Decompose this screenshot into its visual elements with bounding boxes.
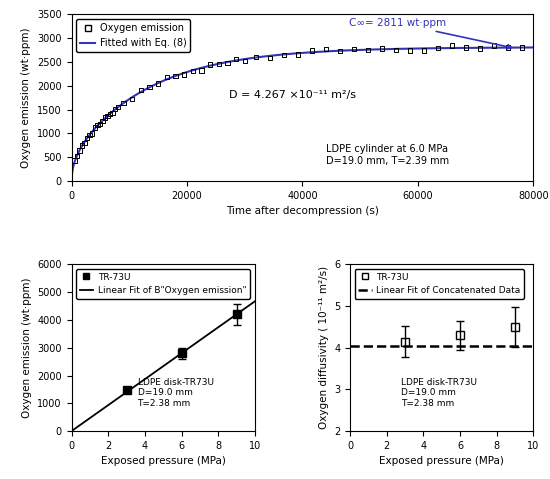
Y-axis label: Oxygen emission (wt·ppm): Oxygen emission (wt·ppm)	[21, 277, 31, 418]
Point	[322, 46, 331, 53]
Point	[108, 109, 117, 117]
Text: (a): (a)	[136, 24, 153, 37]
Point	[420, 47, 428, 55]
Legend: TR-73U, Linear Fit of B"Oxygen emission": TR-73U, Linear Fit of B"Oxygen emission"	[76, 269, 250, 299]
Point	[113, 103, 122, 111]
Point	[206, 61, 214, 68]
Point	[82, 134, 91, 142]
Legend: Oxygen emission, Fitted with Eq. (8): Oxygen emission, Fitted with Eq. (8)	[76, 19, 190, 52]
Point	[392, 46, 400, 54]
Point	[252, 53, 261, 61]
Point	[461, 44, 470, 51]
X-axis label: Exposed pressure (MPa): Exposed pressure (MPa)	[101, 456, 226, 467]
Point	[180, 71, 189, 79]
Point	[111, 105, 119, 113]
Point	[490, 42, 498, 49]
Point	[406, 47, 415, 55]
Legend: TR-73U, Linear Fit of Concatenated Data: TR-73U, Linear Fit of Concatenated Data	[355, 269, 524, 299]
Point	[197, 67, 206, 74]
Point	[145, 83, 154, 91]
Point	[240, 57, 249, 65]
Point	[504, 44, 513, 51]
Point	[78, 141, 86, 149]
Text: C∞= 2811 wt·ppm: C∞= 2811 wt·ppm	[349, 18, 512, 49]
Point	[128, 95, 136, 103]
Point	[266, 55, 274, 62]
Point	[98, 117, 107, 125]
Point	[75, 147, 84, 154]
Point	[88, 130, 97, 137]
Y-axis label: Oxygen emission (wt·ppm): Oxygen emission (wt·ppm)	[21, 27, 31, 168]
Text: LDPE disk-TR73U
D=19.0 mm
T=2.38 mm: LDPE disk-TR73U D=19.0 mm T=2.38 mm	[402, 378, 477, 408]
Point	[378, 45, 387, 52]
Text: D = 4.267 ×10⁻¹¹ m²/s: D = 4.267 ×10⁻¹¹ m²/s	[229, 90, 356, 100]
Point	[448, 42, 456, 49]
Point	[308, 46, 317, 54]
Point	[280, 51, 289, 59]
Point	[518, 44, 526, 51]
Point	[103, 113, 112, 120]
X-axis label: Exposed pressure (MPa): Exposed pressure (MPa)	[379, 456, 504, 467]
Point	[350, 46, 359, 53]
Point	[93, 121, 102, 129]
Point	[153, 80, 163, 87]
Point	[294, 51, 302, 58]
Point	[106, 110, 114, 118]
Text: (c): (c)	[368, 274, 385, 287]
Point	[90, 124, 99, 131]
Point	[70, 157, 79, 164]
Point	[433, 44, 442, 52]
Point	[188, 67, 197, 75]
Text: LDPE disk-TR73U
D=19.0 mm
T=2.38 mm: LDPE disk-TR73U D=19.0 mm T=2.38 mm	[138, 378, 213, 408]
Point	[96, 120, 104, 128]
Point	[119, 99, 128, 107]
Point	[232, 56, 240, 63]
Point	[162, 73, 171, 81]
Point	[101, 114, 109, 122]
Text: (b): (b)	[86, 274, 104, 287]
Point	[171, 72, 180, 80]
Point	[336, 47, 345, 55]
Point	[223, 59, 232, 67]
Text: LDPE cylinder at 6.0 MPa
D=19.0 mm, T=2.39 mm: LDPE cylinder at 6.0 MPa D=19.0 mm, T=2.…	[326, 144, 449, 166]
Point	[73, 152, 81, 160]
Y-axis label: Oxygen diffusivity ( 10⁻¹¹ m²/s): Oxygen diffusivity ( 10⁻¹¹ m²/s)	[318, 266, 329, 429]
Point	[364, 46, 372, 54]
X-axis label: Time after decompression (s): Time after decompression (s)	[226, 206, 379, 217]
Point	[136, 86, 145, 94]
Point	[80, 139, 89, 147]
Point	[476, 45, 485, 52]
Point	[214, 60, 223, 68]
Point	[85, 131, 94, 138]
